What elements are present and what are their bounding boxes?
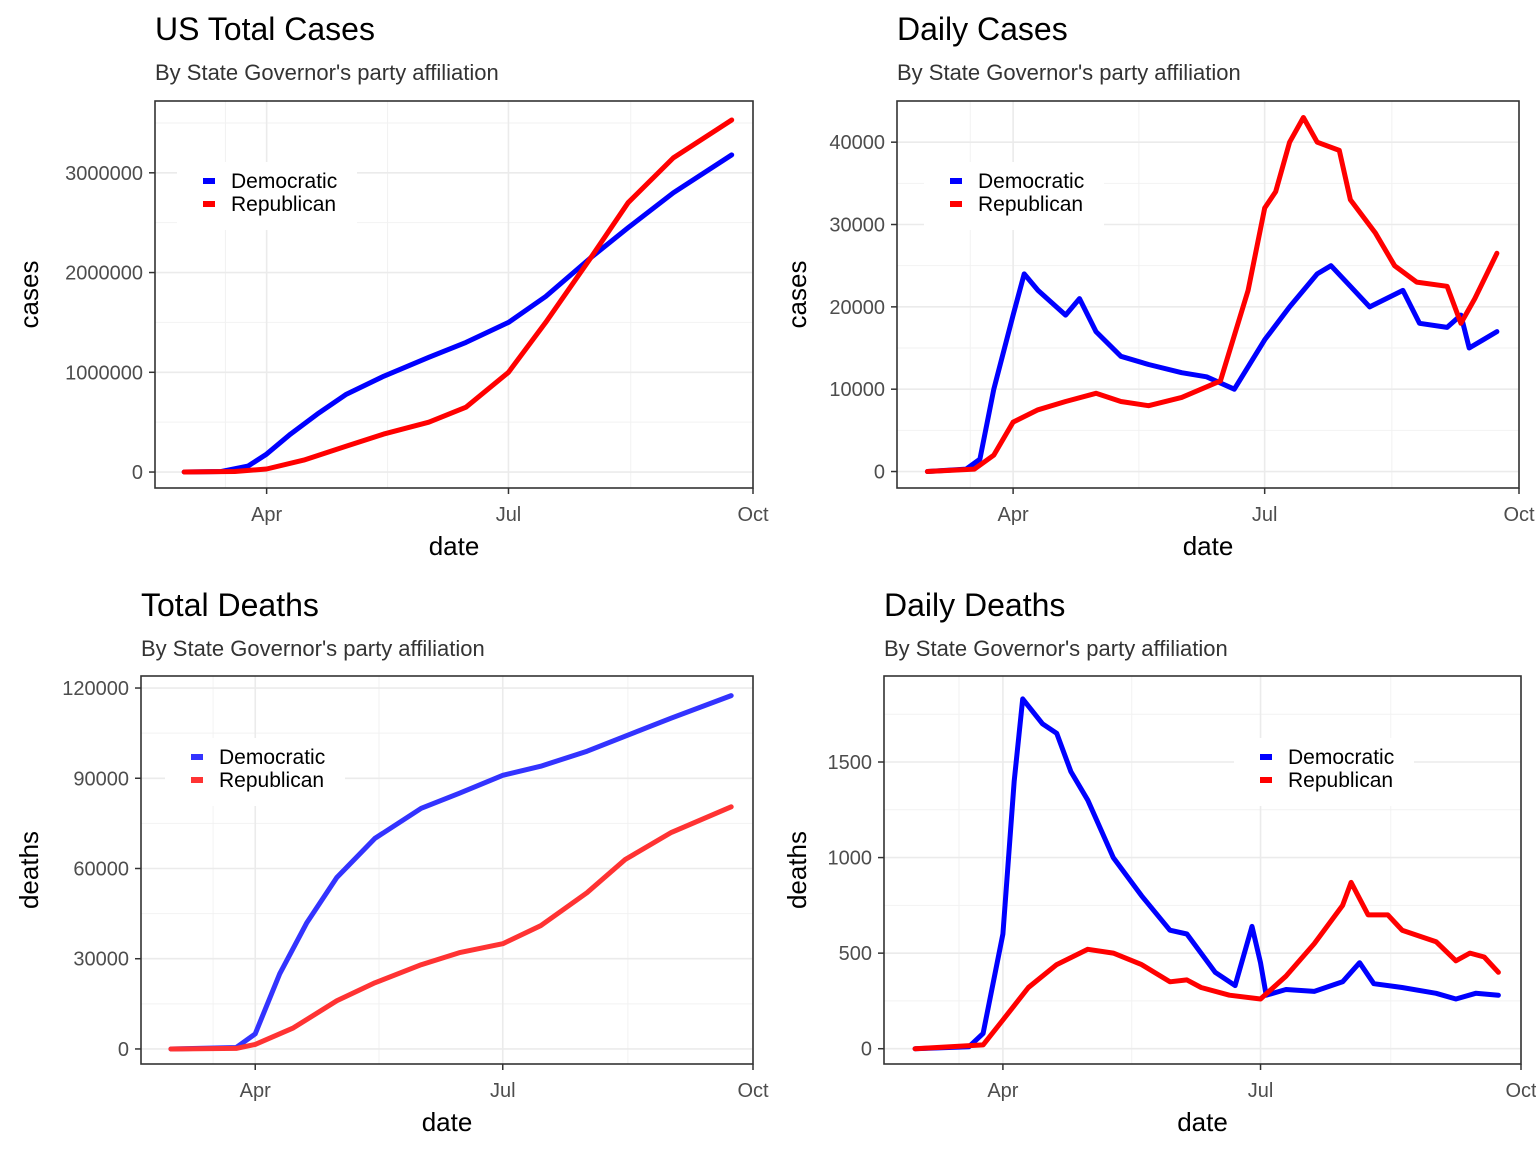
daily-cases-x-axis-title: date <box>1183 531 1234 561</box>
total-deaths-legend-label-democratic: Democratic <box>219 746 325 769</box>
total-deaths-x-axis-title: date <box>422 1107 473 1137</box>
daily-deaths-ytick-label: 1000 <box>828 848 873 870</box>
us-total-cases-subtitle: By State Governor's party affiliation <box>155 60 499 85</box>
daily-cases-series-democratic <box>924 263 1500 474</box>
us-total-cases-series-democratic <box>181 152 735 475</box>
total-deaths-series-democratic <box>168 693 734 1052</box>
daily-cases-y-axis-title: cases <box>782 261 812 329</box>
us-total-cases-ytick-label: 1000000 <box>65 362 143 384</box>
daily-deaths-legend-label-democratic: Democratic <box>1288 746 1394 769</box>
daily-cases-xtick-label: Oct <box>1503 504 1535 526</box>
us-total-cases-xtick-label: Jul <box>496 504 522 526</box>
daily-cases-legend-background <box>924 162 1104 230</box>
daily-cases-xtick-label: Jul <box>1252 504 1278 526</box>
daily-cases-subtitle: By State Governor's party affiliation <box>897 60 1241 85</box>
us-total-cases-ytick-label: 3000000 <box>65 163 143 185</box>
us-total-cases-title: US Total Cases <box>155 11 375 47</box>
total-deaths-legend-label-republican: Republican <box>219 769 324 792</box>
total-deaths-ytick-label: 120000 <box>62 678 129 700</box>
daily-cases-ytick-label: 10000 <box>829 379 885 401</box>
total-deaths-xtick-label: Apr <box>240 1080 271 1102</box>
daily-deaths-xtick-label: Oct <box>1505 1080 1536 1102</box>
daily-deaths-series-democratic <box>912 696 1501 1052</box>
us-total-cases-xtick-label: Apr <box>251 504 282 526</box>
total-deaths-series-republican <box>168 804 734 1052</box>
daily-deaths-series-republican <box>912 879 1501 1052</box>
us-total-cases-y-axis-title: cases <box>14 261 44 329</box>
us-total-cases-chart: US Total Cases By State Governor's party … <box>14 11 769 561</box>
total-deaths-xtick-label: Jul <box>490 1080 516 1102</box>
daily-cases-legend-label-democratic: Democratic <box>978 170 1084 193</box>
us-total-cases-xtick-label: Oct <box>737 504 769 526</box>
daily-cases-ytick-label: 40000 <box>829 132 885 154</box>
daily-cases-legend-label-republican: Republican <box>978 193 1083 216</box>
daily-deaths-ytick-label: 0 <box>861 1039 872 1061</box>
us-total-cases-legend-label-democratic: Democratic <box>231 170 337 193</box>
total-deaths-ytick-label: 90000 <box>73 768 129 790</box>
daily-deaths-panel-border <box>883 675 1522 1065</box>
daily-cases-xtick-label: Apr <box>998 504 1029 526</box>
total-deaths-subtitle: By State Governor's party affiliation <box>141 636 485 661</box>
us-total-cases-legend-background <box>177 162 357 230</box>
daily-deaths-ytick-label: 500 <box>839 943 872 965</box>
total-deaths-ytick-label: 30000 <box>73 949 129 971</box>
daily-deaths-ytick-label: 1500 <box>828 752 873 774</box>
total-deaths-panel <box>141 676 753 1064</box>
daily-deaths-panel <box>884 676 1521 1064</box>
total-deaths-panel-border <box>140 675 754 1065</box>
daily-deaths-legend-label-republican: Republican <box>1288 769 1393 792</box>
us-total-cases-panel <box>155 101 753 488</box>
total-deaths-chart: Total Deaths By State Governor's party af… <box>14 587 769 1137</box>
daily-deaths-x-axis-title: date <box>1177 1107 1228 1137</box>
daily-deaths-xtick-label: Apr <box>987 1080 1018 1102</box>
daily-cases-title: Daily Cases <box>897 11 1068 47</box>
daily-deaths-title: Daily Deaths <box>884 587 1065 623</box>
daily-cases-ytick-label: 20000 <box>829 297 885 319</box>
daily-cases-ytick-label: 0 <box>874 462 885 484</box>
total-deaths-xtick-label: Oct <box>737 1080 769 1102</box>
total-deaths-legend-background <box>165 738 345 806</box>
total-deaths-ytick-label: 0 <box>118 1039 129 1061</box>
us-total-cases-panel-border <box>154 100 754 489</box>
total-deaths-ytick-label: 60000 <box>73 858 129 880</box>
daily-deaths-legend-background <box>1234 738 1414 806</box>
us-total-cases-ytick-label: 0 <box>132 462 143 484</box>
daily-deaths-y-axis-title: deaths <box>782 831 812 909</box>
us-total-cases-legend-label-republican: Republican <box>231 193 336 216</box>
daily-deaths-subtitle: By State Governor's party affiliation <box>884 636 1228 661</box>
us-total-cases-ytick-label: 2000000 <box>65 263 143 285</box>
us-total-cases-series-republican <box>181 117 735 475</box>
daily-cases-ytick-label: 30000 <box>829 215 885 237</box>
daily-deaths-chart: Daily Deaths By State Governor's party af… <box>782 587 1536 1137</box>
us-total-cases-x-axis-title: date <box>429 531 480 561</box>
total-deaths-title: Total Deaths <box>141 587 319 623</box>
daily-cases-series-republican <box>924 115 1500 474</box>
daily-cases-chart: Daily Cases By State Governor's party aff… <box>782 11 1535 561</box>
daily-cases-panel-border <box>896 100 1520 489</box>
daily-deaths-xtick-label: Jul <box>1248 1080 1274 1102</box>
total-deaths-y-axis-title: deaths <box>14 831 44 909</box>
